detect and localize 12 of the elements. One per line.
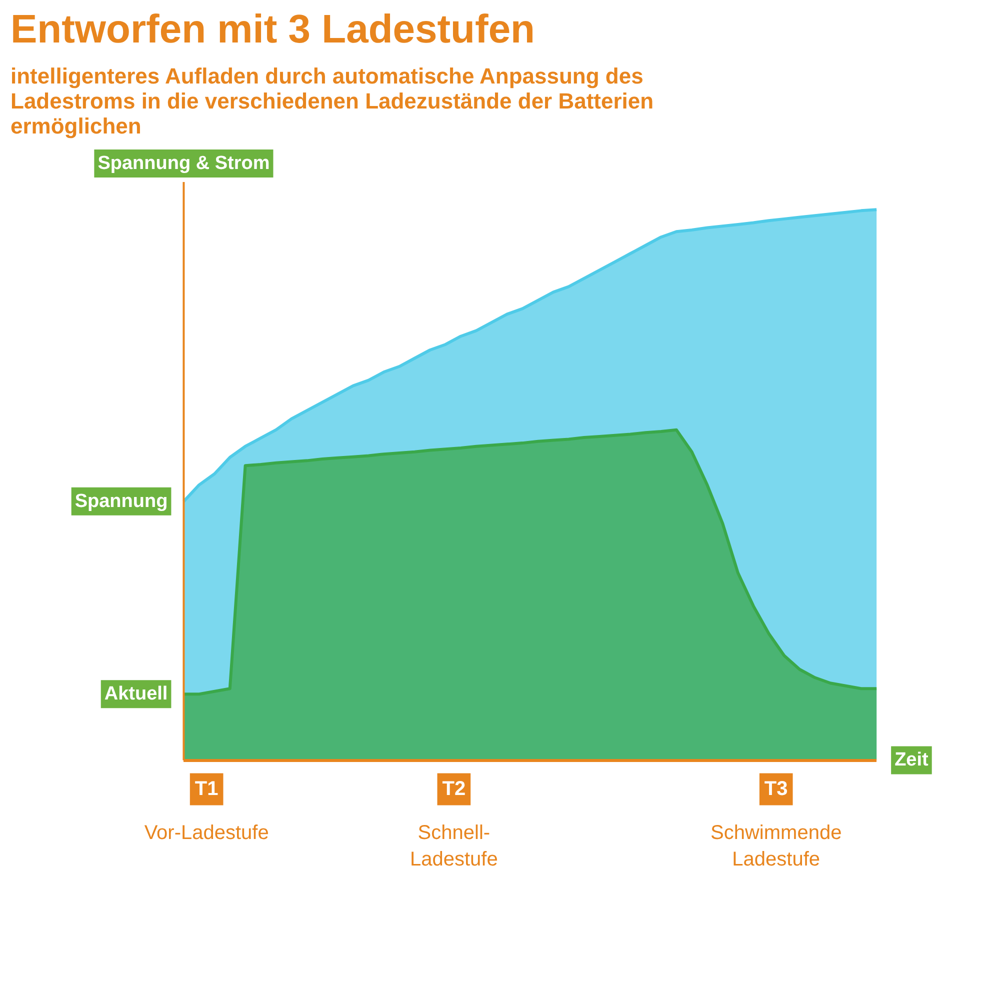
chart-title: Entworfen mit 3 Ladestufen: [10, 8, 535, 52]
chart-subtitle: intelligenteres Aufladen durch automatische Anpassung des Ladestroms in die verschiedenen Ladezustände der Batterien ermöglichen: [10, 64, 654, 138]
series-label: Aktuell: [104, 684, 168, 705]
x-axis-title: Zeit: [894, 750, 930, 771]
text: Schwimmende Ladestufe: [710, 822, 842, 871]
text: T1: [194, 778, 218, 800]
text: T3: [764, 778, 788, 800]
text: Schnell-Ladestufe: [410, 822, 498, 871]
text: T2: [442, 778, 466, 800]
text: Vor-Ladestufe: [144, 822, 269, 844]
series-label: Spannung: [74, 490, 168, 512]
y-axis-title: Spannung & Strom: [98, 153, 270, 174]
